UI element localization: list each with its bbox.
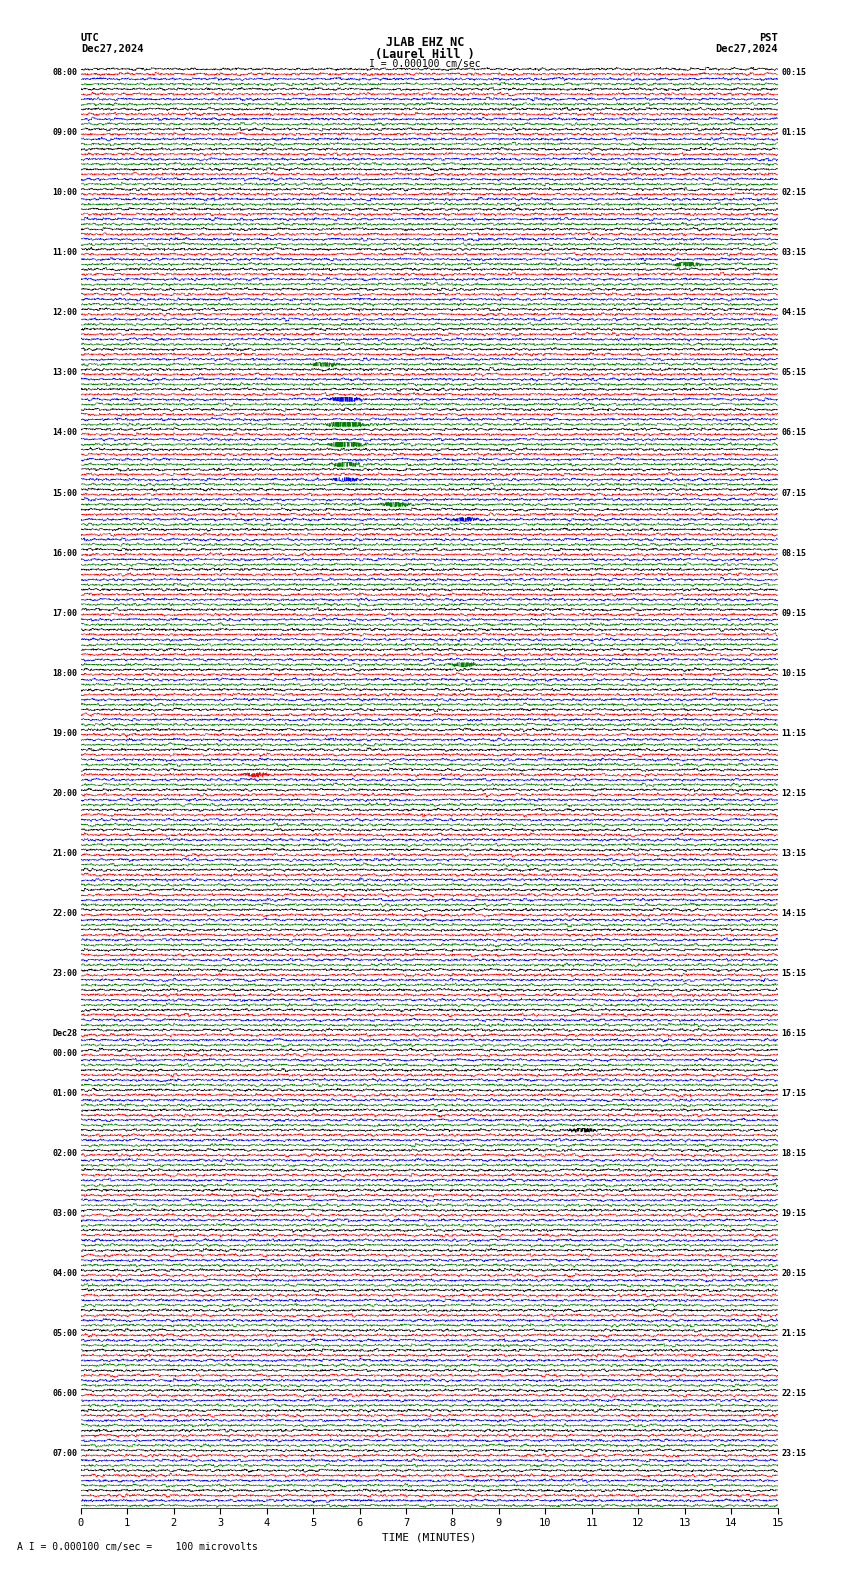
Text: PST: PST [759,33,778,43]
Text: 03:00: 03:00 [53,1209,77,1218]
Text: 08:00: 08:00 [53,68,77,78]
Text: 22:15: 22:15 [781,1389,806,1399]
Text: 19:00: 19:00 [53,729,77,738]
Text: 18:15: 18:15 [781,1150,806,1158]
Text: 06:00: 06:00 [53,1389,77,1399]
Text: 14:15: 14:15 [781,909,806,919]
Text: 16:15: 16:15 [781,1030,806,1038]
Text: 03:15: 03:15 [781,249,806,257]
Text: 12:00: 12:00 [53,309,77,317]
Text: 15:00: 15:00 [53,488,77,497]
Text: 11:15: 11:15 [781,729,806,738]
Text: 01:15: 01:15 [781,128,806,138]
Text: 06:15: 06:15 [781,429,806,437]
Text: 07:15: 07:15 [781,488,806,497]
Text: 19:15: 19:15 [781,1209,806,1218]
Text: 17:00: 17:00 [53,608,77,618]
Text: I = 0.000100 cm/sec: I = 0.000100 cm/sec [369,59,481,68]
Text: 23:15: 23:15 [781,1449,806,1459]
Text: 20:15: 20:15 [781,1269,806,1278]
Text: 18:00: 18:00 [53,668,77,678]
Text: 16:00: 16:00 [53,548,77,558]
Text: 21:00: 21:00 [53,849,77,859]
Text: 10:00: 10:00 [53,188,77,198]
Text: 08:15: 08:15 [781,548,806,558]
Text: 09:00: 09:00 [53,128,77,138]
Text: 00:00: 00:00 [53,1049,77,1058]
Text: 05:15: 05:15 [781,369,806,377]
Text: 22:00: 22:00 [53,909,77,919]
Text: 09:15: 09:15 [781,608,806,618]
Text: 05:00: 05:00 [53,1329,77,1338]
Text: 17:15: 17:15 [781,1090,806,1098]
Text: UTC: UTC [81,33,99,43]
Text: JLAB EHZ NC: JLAB EHZ NC [386,36,464,49]
Text: 00:15: 00:15 [781,68,806,78]
Text: 07:00: 07:00 [53,1449,77,1459]
Text: Dec28: Dec28 [53,1030,77,1038]
Text: 14:00: 14:00 [53,429,77,437]
Text: 04:15: 04:15 [781,309,806,317]
Text: 21:15: 21:15 [781,1329,806,1338]
X-axis label: TIME (MINUTES): TIME (MINUTES) [382,1533,477,1543]
Text: 12:15: 12:15 [781,789,806,798]
Text: A I = 0.000100 cm/sec =    100 microvolts: A I = 0.000100 cm/sec = 100 microvolts [17,1543,258,1552]
Text: 13:15: 13:15 [781,849,806,859]
Text: Dec27,2024: Dec27,2024 [81,44,144,54]
Text: 01:00: 01:00 [53,1090,77,1098]
Text: 02:00: 02:00 [53,1150,77,1158]
Text: 10:15: 10:15 [781,668,806,678]
Text: 02:15: 02:15 [781,188,806,198]
Text: (Laurel Hill ): (Laurel Hill ) [375,48,475,60]
Text: 15:15: 15:15 [781,969,806,977]
Text: 13:00: 13:00 [53,369,77,377]
Text: 20:00: 20:00 [53,789,77,798]
Text: 11:00: 11:00 [53,249,77,257]
Text: 04:00: 04:00 [53,1269,77,1278]
Text: 23:00: 23:00 [53,969,77,977]
Text: Dec27,2024: Dec27,2024 [715,44,778,54]
